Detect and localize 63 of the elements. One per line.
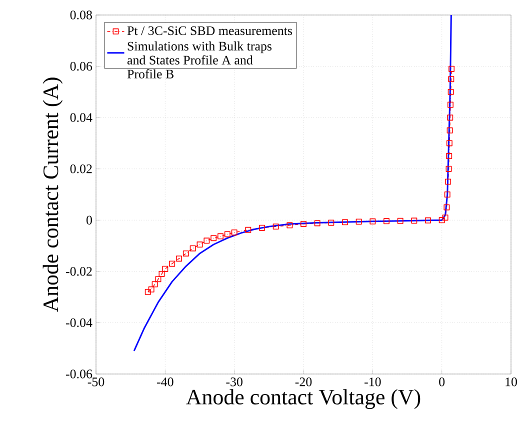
point xyxy=(438,217,445,224)
point xyxy=(446,153,452,160)
y-tick-label: 0.04 xyxy=(70,113,92,122)
point xyxy=(447,102,454,108)
point xyxy=(411,218,418,224)
y-tick-label: 0.02 xyxy=(70,164,92,174)
point xyxy=(356,218,362,225)
point xyxy=(328,220,334,226)
point xyxy=(152,281,158,288)
point xyxy=(370,218,376,224)
point xyxy=(182,250,189,256)
point xyxy=(286,222,293,228)
x-tick-label: -10 xyxy=(364,378,381,386)
point xyxy=(210,235,217,242)
point xyxy=(176,256,182,262)
x-tick-label: -50 xyxy=(88,378,104,386)
point xyxy=(446,140,452,146)
x-tick-label: -30 xyxy=(226,378,242,386)
point xyxy=(158,271,165,277)
point xyxy=(272,224,279,230)
y-axis-title: Anode contact Current (A) xyxy=(42,78,63,312)
x-axis-title: Anode contact Voltage (V) xyxy=(186,389,420,410)
point xyxy=(148,286,154,292)
point xyxy=(342,219,348,226)
point xyxy=(384,218,390,224)
x-tick-label: 10 xyxy=(506,378,517,386)
point xyxy=(448,76,454,82)
point xyxy=(445,178,452,185)
point xyxy=(446,166,452,172)
point xyxy=(169,260,176,267)
point xyxy=(314,220,320,226)
point xyxy=(446,127,453,134)
point xyxy=(425,217,431,224)
point xyxy=(190,245,196,252)
point xyxy=(444,204,450,210)
point xyxy=(397,218,404,224)
legend-label: Simulations with Bulk traps and States Profile A and Profile B xyxy=(127,41,272,78)
point xyxy=(245,226,252,233)
point xyxy=(444,192,450,198)
y-tick-label: 0 xyxy=(86,216,92,225)
point xyxy=(231,229,238,236)
y-tick-label: 0.06 xyxy=(70,62,92,71)
point xyxy=(448,88,454,95)
point xyxy=(224,231,230,238)
point xyxy=(448,66,455,72)
legend-label: Pt / 3C-SiC SBD measurements xyxy=(127,26,292,36)
y-tick-label: -0.02 xyxy=(66,267,92,276)
point xyxy=(144,288,151,295)
point xyxy=(204,238,210,244)
point xyxy=(155,276,162,282)
x-tick-label: -40 xyxy=(157,378,174,386)
y-tick-label: -0.04 xyxy=(66,318,92,328)
point xyxy=(300,221,306,227)
x-tick-label: -20 xyxy=(295,378,312,386)
point xyxy=(162,266,168,272)
y-tick-label: -0.06 xyxy=(66,370,92,378)
point xyxy=(259,224,265,231)
point xyxy=(447,114,454,121)
point xyxy=(196,242,203,248)
y-tick-label: 0.08 xyxy=(70,10,92,20)
point xyxy=(218,233,224,240)
point xyxy=(442,214,448,221)
x-tick-label: 0 xyxy=(439,378,445,386)
